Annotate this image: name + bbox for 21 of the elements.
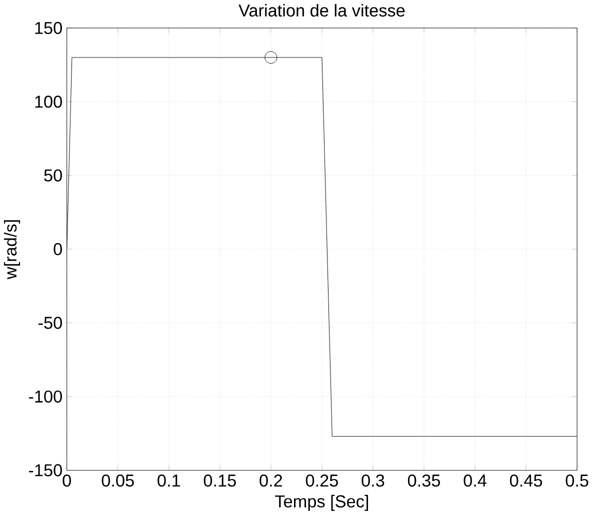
chart-title: Variation de la vitesse — [238, 4, 405, 17]
x-tick-label: 0.25 — [306, 474, 338, 487]
y-tick-label: 50 — [44, 169, 62, 182]
x-tick-label: 0.35 — [408, 474, 440, 487]
y-axis-title: w[rad/s] — [4, 220, 20, 280]
x-axis-title: Temps [Sec] — [275, 494, 368, 511]
x-tick-label: 0.5 — [566, 474, 588, 487]
y-tick-label: -150 — [28, 464, 62, 476]
y-tick-label: -100 — [28, 390, 62, 403]
y-tick-label: -50 — [38, 316, 62, 329]
x-tick-label: 0.15 — [204, 474, 236, 487]
x-tick-label: 0.45 — [510, 474, 542, 487]
x-tick-label: 0.2 — [260, 474, 282, 487]
y-tick-label: 100 — [35, 96, 62, 108]
y-tick-label: 150 — [35, 22, 62, 34]
x-tick-label: 0.3 — [362, 474, 384, 487]
x-tick-label: 0.05 — [102, 474, 134, 487]
x-tick-label: 0 — [62, 474, 71, 487]
x-tick-label: 0.1 — [158, 474, 180, 487]
y-tick-label: 0 — [54, 243, 62, 256]
x-tick-label: 0.4 — [464, 474, 486, 487]
